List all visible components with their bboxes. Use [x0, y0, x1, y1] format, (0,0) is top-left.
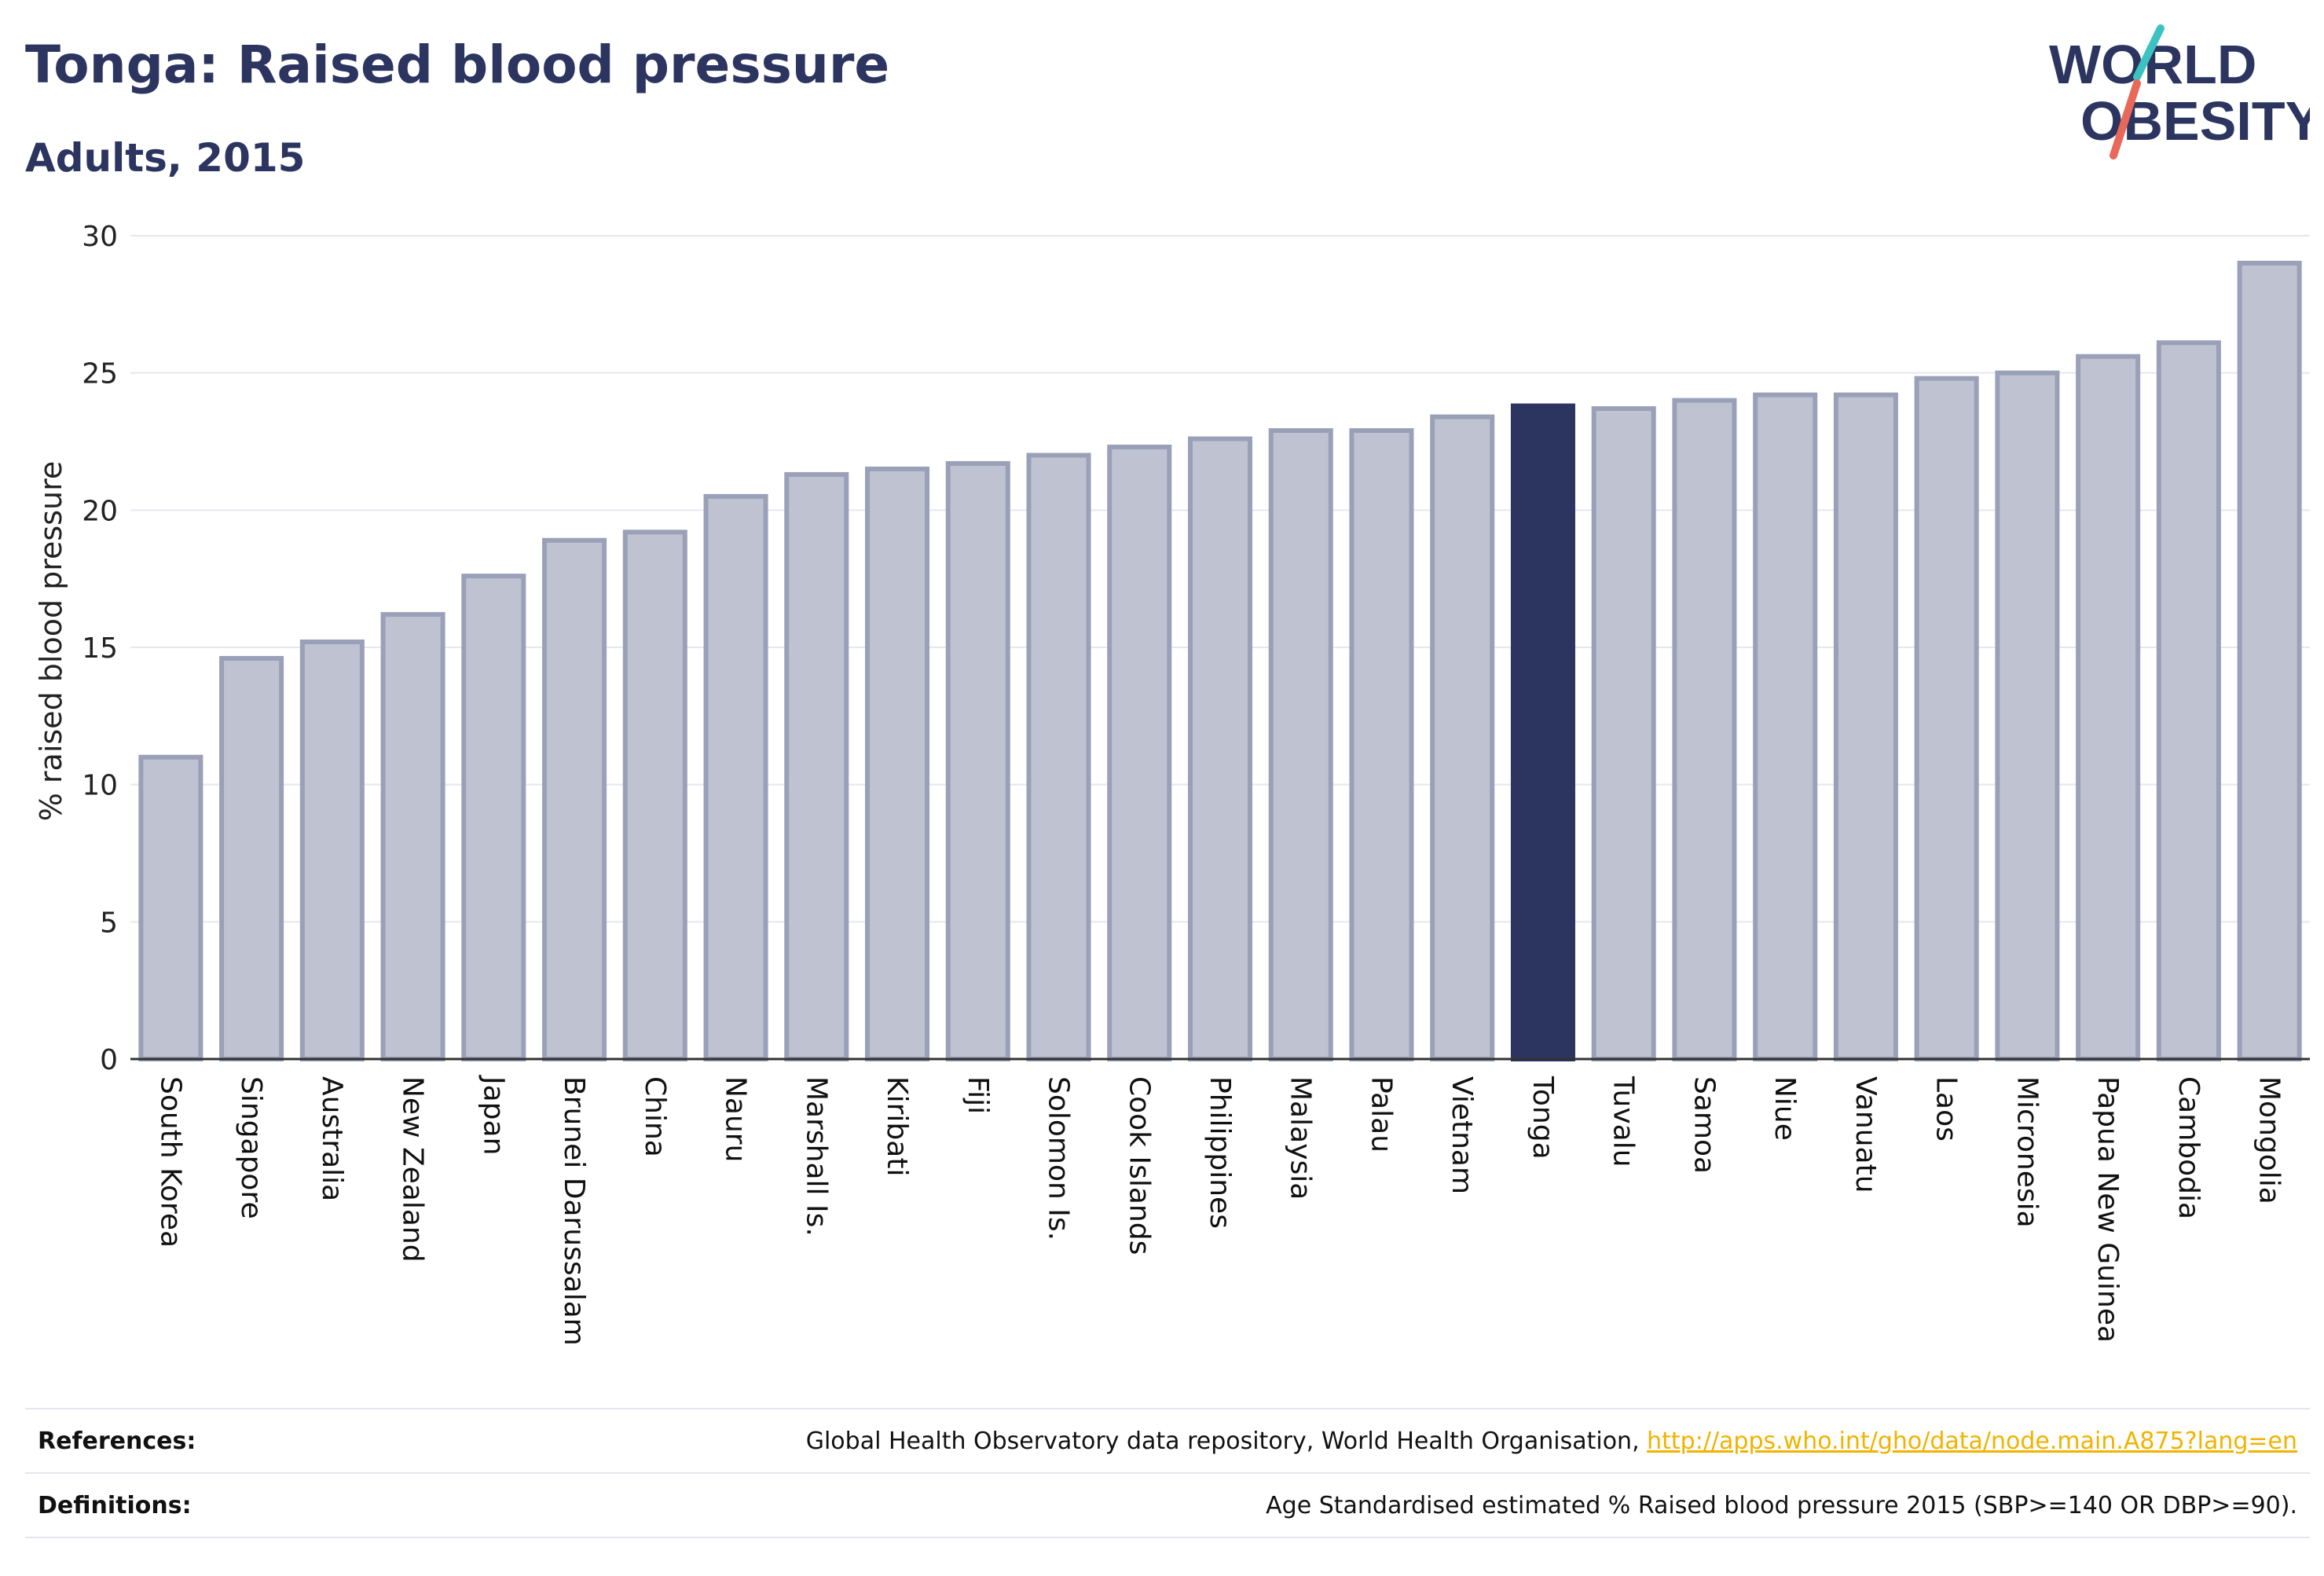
- bar-papua-new-guinea: [2076, 354, 2141, 1061]
- bar-malaysia: [1268, 428, 1333, 1061]
- x-tick-label: Vietnam: [1446, 1076, 1478, 1194]
- x-tick-label: China: [639, 1076, 671, 1157]
- references-row: References: Global Health Observatory da…: [25, 1408, 2310, 1472]
- bar-chart: 0 5 10 15 20 25 30 South Korea Singapore Australi…: [34, 221, 2310, 1346]
- chart-title: Tonga: Raised blood pressure: [25, 35, 890, 95]
- x-tick-label: Samoa: [1688, 1076, 1720, 1174]
- x-tick-label: Cook Islands: [1123, 1076, 1155, 1255]
- bar-japan: [461, 574, 526, 1061]
- x-tick-label: Marshall Is.: [800, 1076, 832, 1237]
- y-tick-label: 30: [82, 221, 118, 253]
- x-tick-label: Micronesia: [2011, 1076, 2043, 1228]
- y-tick-label: 10: [82, 770, 118, 802]
- x-tick-label: Brunei Darussalam: [558, 1076, 590, 1346]
- x-tick-label: Papua New Guinea: [2091, 1076, 2124, 1343]
- chart-subtitle: Adults, 2015: [25, 135, 306, 181]
- x-tick-label: Cambodia: [2172, 1076, 2205, 1219]
- bar-layer: [138, 260, 2302, 1062]
- x-tick-label: Vanuatu: [1849, 1076, 1882, 1193]
- x-tick-label: Kiribati: [881, 1076, 913, 1176]
- bar-nauru: [703, 493, 768, 1061]
- bar-philippines: [1187, 436, 1253, 1061]
- x-tick-label: Laos: [1930, 1076, 1963, 1142]
- y-tick-label: 25: [82, 358, 118, 390]
- x-tick-label: Singapore: [235, 1076, 267, 1219]
- x-tick-label: New Zealand: [397, 1076, 429, 1263]
- x-tick-label: Niue: [1769, 1076, 1801, 1141]
- references-text: Global Health Observatory data repositor…: [805, 1427, 1648, 1455]
- x-tick-label: Palau: [1365, 1076, 1397, 1153]
- x-tick-label: Philippines: [1204, 1076, 1236, 1229]
- x-tick-label: Tuvalu: [1607, 1076, 1640, 1167]
- bar-new-zealand: [380, 612, 445, 1061]
- bar-solomon-is: [1026, 453, 1091, 1061]
- x-tick-label: Australia: [316, 1076, 348, 1201]
- references-label: References:: [38, 1427, 196, 1455]
- y-tick-label: 20: [82, 495, 118, 527]
- definitions-label: Definitions:: [38, 1491, 192, 1519]
- bar-china: [622, 530, 687, 1061]
- bar-singapore: [219, 655, 284, 1061]
- references-value: Global Health Observatory data repositor…: [806, 1428, 2310, 1455]
- axis-layer: 0 5 10 15 20 25 30 South Korea Singapore Australi…: [82, 221, 2310, 1346]
- x-tick-label: Solomon Is.: [1043, 1076, 1075, 1241]
- y-tick-label: 0: [100, 1044, 118, 1076]
- x-tick-label: South Korea: [154, 1076, 186, 1248]
- bar-vietnam: [1430, 414, 1495, 1061]
- logo-slash-teal: [2133, 24, 2165, 81]
- bar-marshall-is: [784, 471, 849, 1061]
- definitions-row: Definitions: Age Standardised estimated …: [25, 1472, 2310, 1538]
- y-tick-label: 5: [100, 907, 118, 939]
- bar-palau: [1349, 428, 1414, 1061]
- bar-cambodia: [2156, 340, 2221, 1061]
- bar-micronesia: [1995, 370, 2060, 1061]
- bar-brunei-darussalam: [542, 537, 607, 1061]
- x-tick-label: Mongolia: [2253, 1076, 2286, 1204]
- x-tick-label: Fiji: [962, 1076, 994, 1114]
- y-tick-label: 15: [82, 632, 118, 665]
- world-obesity-logo: WORLD OBESITY: [2049, 24, 2310, 159]
- bar-australia: [299, 640, 365, 1061]
- logo-slash-red: [2110, 79, 2141, 159]
- y-axis-label: % raised blood pressure: [34, 461, 68, 822]
- bar-niue: [1753, 392, 1818, 1061]
- references-link[interactable]: http://apps.who.int/gho/data/node.main.A…: [1647, 1427, 2297, 1455]
- bar-tuvalu: [1591, 406, 1656, 1061]
- bar-kiribati: [865, 466, 930, 1061]
- bar-tonga: [1510, 403, 1575, 1061]
- x-tick-label: Tonga: [1527, 1076, 1559, 1160]
- x-tick-label: Japan: [477, 1075, 509, 1155]
- bar-mongolia: [2237, 260, 2302, 1061]
- bar-cook-islands: [1107, 444, 1172, 1061]
- bar-south-korea: [138, 754, 203, 1061]
- bar-samoa: [1672, 398, 1737, 1062]
- bar-vanuatu: [1833, 392, 1898, 1061]
- x-tick-label: Nauru: [720, 1076, 752, 1162]
- bar-laos: [1914, 376, 1979, 1061]
- definitions-text: Age Standardised estimated % Raised bloo…: [1266, 1491, 2297, 1519]
- bar-fiji: [945, 460, 1010, 1061]
- x-tick-label: Malaysia: [1285, 1076, 1317, 1200]
